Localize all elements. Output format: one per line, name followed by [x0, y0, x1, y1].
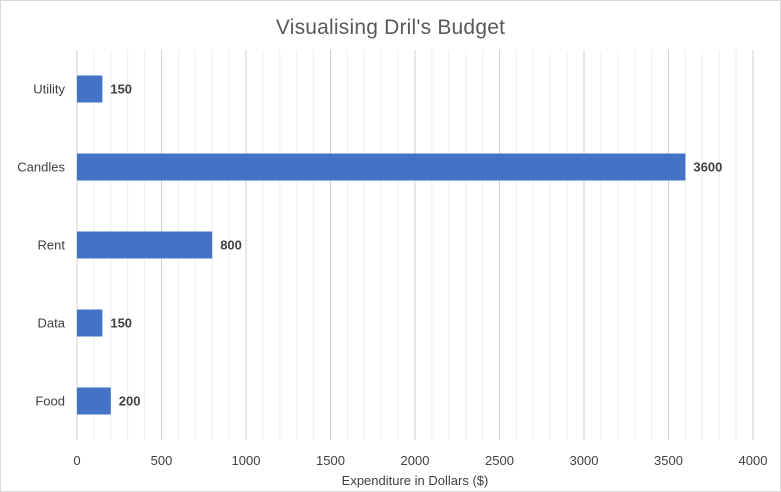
x-tick-label: 3500: [654, 453, 683, 468]
tick-labels: 0 500 1000 1500 2000 2500 3000 3500 4000: [73, 453, 767, 468]
x-tick-label: 500: [151, 453, 173, 468]
chart-title: Visualising Dril's Budget: [275, 16, 506, 39]
bar-rent: [77, 231, 213, 259]
data-label-utility: 150: [110, 82, 132, 97]
category-label-food: Food: [35, 394, 65, 409]
x-tick-label: 4000: [739, 453, 768, 468]
category-label-utility: Utility: [33, 82, 65, 97]
category-label-data: Data: [38, 316, 66, 331]
category-labels: Utility Candles Rent Data Food: [17, 82, 65, 409]
x-tick-label: 1500: [316, 453, 345, 468]
data-label-food: 200: [119, 394, 141, 409]
x-tick-label: 2000: [401, 453, 430, 468]
x-tick-label: 2500: [485, 453, 514, 468]
x-tick-label: 3000: [570, 453, 599, 468]
bars: [77, 75, 686, 415]
category-label-candles: Candles: [17, 160, 65, 175]
x-tick-label: 1000: [232, 453, 261, 468]
data-label-data: 150: [110, 316, 132, 331]
data-label-rent: 800: [220, 238, 242, 253]
bar-utility: [77, 75, 103, 103]
data-labels: 150 3600 800 150 200: [110, 82, 722, 409]
data-label-candles: 3600: [693, 160, 722, 175]
bar-food: [77, 387, 111, 415]
x-tick-label: 0: [73, 453, 80, 468]
bar-candles: [77, 153, 686, 181]
bar-data: [77, 309, 103, 337]
x-axis-label: Expenditure in Dollars ($): [342, 473, 489, 488]
category-label-rent: Rent: [38, 238, 66, 253]
